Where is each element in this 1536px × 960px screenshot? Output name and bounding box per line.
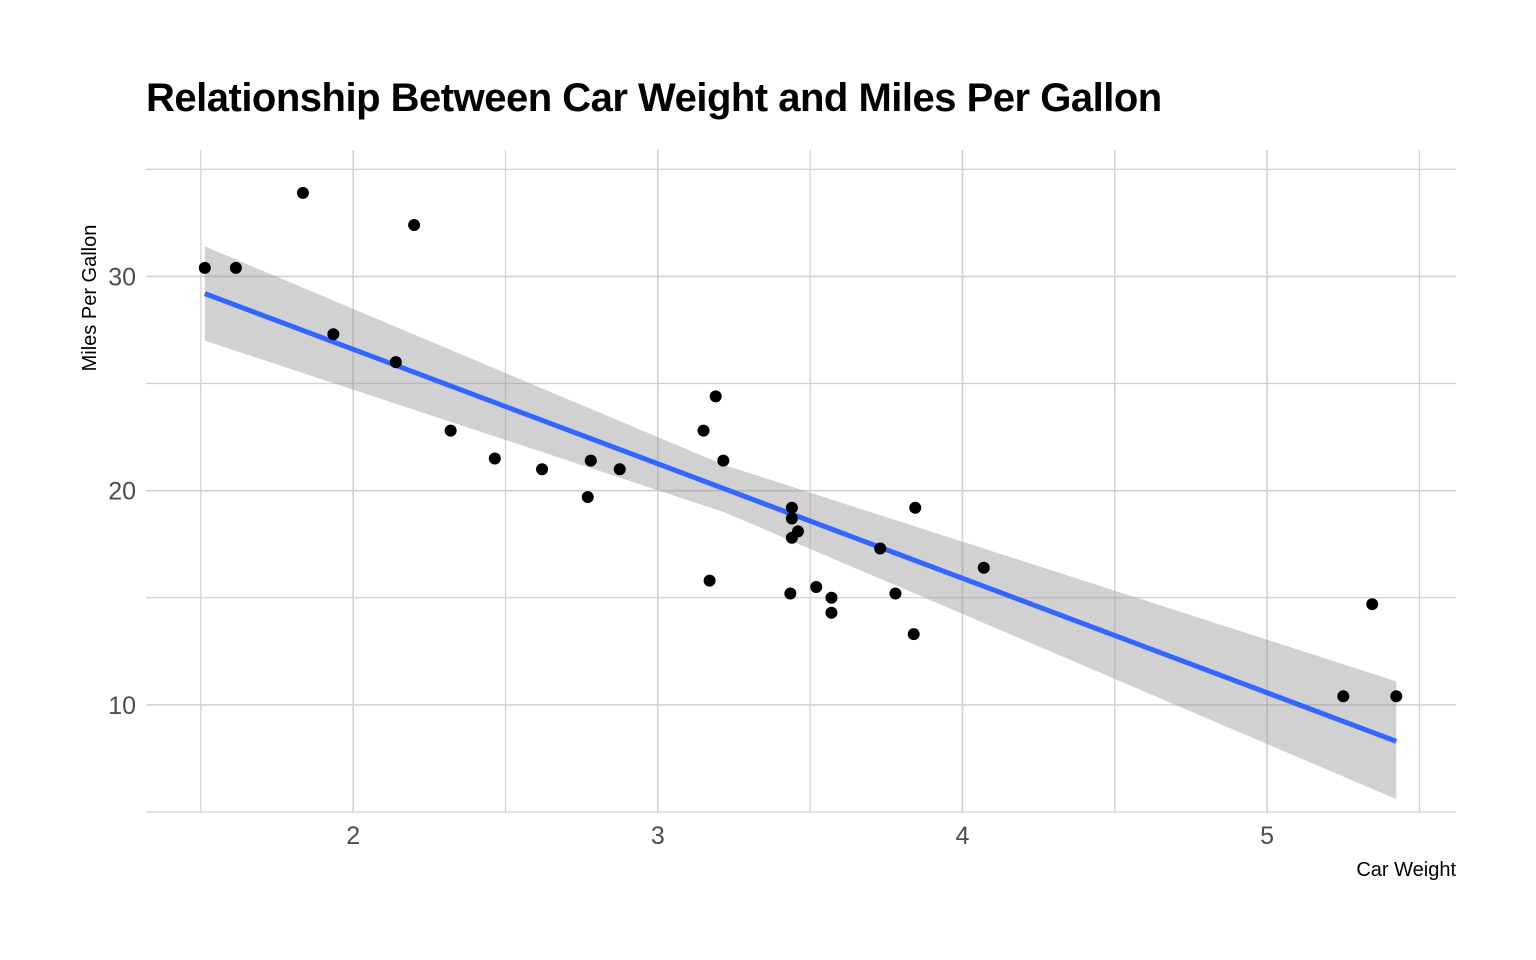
data-point [784,587,797,600]
data-point [825,591,838,604]
data-point [703,574,716,587]
confidence-band [204,246,1397,800]
y-tick-label: 30 [108,263,136,291]
data-point [909,501,922,514]
chart-title: Relationship Between Car Weight and Mile… [146,76,1162,120]
x-axis-title: Car Weight [1356,859,1456,881]
data-point [697,424,710,437]
data-point [296,186,309,199]
data-point [584,454,597,467]
y-tick-label: 10 [108,692,136,720]
y-tick-label: 20 [108,478,136,506]
data-point [1337,690,1350,703]
data-point [536,463,549,476]
data-point [581,491,594,504]
x-tick-label: 2 [346,822,360,850]
data-point [791,525,804,538]
data-point [785,512,798,525]
data-point [488,452,501,465]
data-point [444,424,457,437]
data-point [874,542,887,555]
x-tick-label: 5 [1260,822,1274,850]
data-point [613,463,626,476]
x-tick-label: 4 [956,822,970,850]
data-point [327,328,340,341]
data-point [408,218,421,231]
x-tick-label: 3 [651,822,665,850]
data-point [825,606,838,619]
y-axis-title: Miles Per Gallon [79,225,101,372]
data-point [977,561,990,574]
data-point [198,261,211,274]
data-point [389,356,402,369]
data-point [785,501,798,514]
data-point [889,587,902,600]
data-point [229,261,242,274]
data-point [1366,598,1379,611]
data-point [1390,690,1403,703]
data-point [709,390,722,403]
data-point [907,628,920,641]
data-point [810,581,823,594]
regression-line [203,291,1398,744]
data-point [717,454,730,467]
